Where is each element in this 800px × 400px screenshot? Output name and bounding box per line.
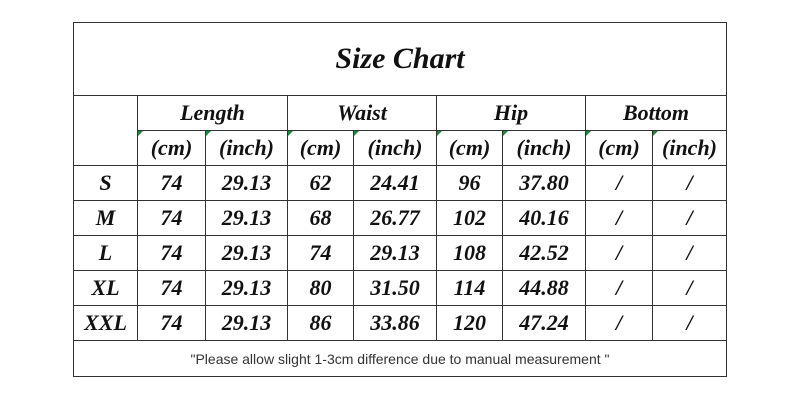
size-label: XL	[73, 270, 138, 306]
table-cell: 74	[287, 235, 354, 271]
table-cell: 29.13	[205, 305, 288, 341]
table-cell: 42.52	[502, 235, 586, 271]
table-cell: /	[652, 305, 727, 341]
table-cell: 102	[436, 200, 503, 236]
table-cell: 74	[137, 305, 206, 341]
table-cell: 74	[137, 200, 206, 236]
table-cell: 44.88	[502, 270, 586, 306]
table-cell: 29.13	[353, 235, 437, 271]
table-cell: 29.13	[205, 165, 288, 201]
table-cell: 31.50	[353, 270, 437, 306]
table-cell: 29.13	[205, 270, 288, 306]
table-cell: 40.16	[502, 200, 586, 236]
table-cell: 33.86	[353, 305, 437, 341]
unit-header: (inch)	[502, 130, 586, 166]
unit-header: (cm)	[287, 130, 354, 166]
table-cell: /	[585, 200, 653, 236]
table-row: Length Waist Hip Bottom	[73, 95, 727, 166]
table-cell: 47.24	[502, 305, 586, 341]
table-cell: /	[652, 270, 727, 306]
table-cell: /	[585, 235, 653, 271]
table-title: Size Chart	[73, 22, 727, 96]
table-cell: 80	[287, 270, 354, 306]
table-cell: 74	[137, 235, 206, 271]
table-cell: 86	[287, 305, 354, 341]
table-row: XL 74 29.13 80 31.50 114 44.88//	[73, 270, 727, 306]
table-cell: /	[652, 235, 727, 271]
table-cell: 29.13	[205, 200, 288, 236]
group-header: Hip	[436, 95, 586, 131]
table-cell: 74	[137, 165, 206, 201]
unit-header: (inch)	[353, 130, 437, 166]
table-cell: 37.80	[502, 165, 586, 201]
unit-header: (cm)	[137, 130, 206, 166]
table-cell: /	[652, 165, 727, 201]
table-cell: /	[585, 165, 653, 201]
table-cell: 26.77	[353, 200, 437, 236]
table-cell: 74	[137, 270, 206, 306]
table-cell: /	[652, 200, 727, 236]
table-cell: /	[585, 270, 653, 306]
unit-header: (inch)	[205, 130, 288, 166]
table-row: "Please allow slight 1-3cm difference du…	[73, 340, 727, 377]
table-cell: 29.13	[205, 235, 288, 271]
size-table: Size Chart Length Waist Hip Bottom (cm) (inch)…	[73, 22, 727, 377]
size-label: M	[73, 200, 138, 236]
table-cell: 120	[436, 305, 503, 341]
size-chart: Size Chart Length Waist Hip Bottom (cm) (inch)…	[73, 22, 727, 377]
table-row: Size Chart	[73, 22, 727, 96]
table-row: XXL 74 29.13 86 33.86 120 47.24//	[73, 305, 727, 341]
group-header: Length	[137, 95, 288, 131]
table-row: S 74 29.13 62 24.41 96 37.80//	[73, 165, 727, 201]
unit-header: (cm)	[436, 130, 503, 166]
footnote: "Please allow slight 1-3cm difference du…	[73, 340, 727, 377]
group-header: Waist	[287, 95, 437, 131]
table-cell: 62	[287, 165, 354, 201]
unit-header: (inch)	[652, 130, 727, 166]
table-cell: 108	[436, 235, 503, 271]
size-label: L	[73, 235, 138, 271]
table-row: M 74 29.13 68 26.77 102 40.16//	[73, 200, 727, 236]
table-cell: /	[585, 305, 653, 341]
table-cell: 96	[436, 165, 503, 201]
group-header: Bottom	[585, 95, 727, 131]
size-label: XXL	[73, 305, 138, 341]
size-label: S	[73, 165, 138, 201]
table-cell: 24.41	[353, 165, 437, 201]
unit-header: (cm)	[585, 130, 653, 166]
table-cell: 114	[436, 270, 503, 306]
corner-cell	[73, 95, 138, 166]
table-row: L 74 29.13 74 29.13 108 42.52//	[73, 235, 727, 271]
table-cell: 68	[287, 200, 354, 236]
table-row: (cm) (inch) (cm) (inch) (cm) (inch) (cm) (inch)	[74, 130, 727, 166]
